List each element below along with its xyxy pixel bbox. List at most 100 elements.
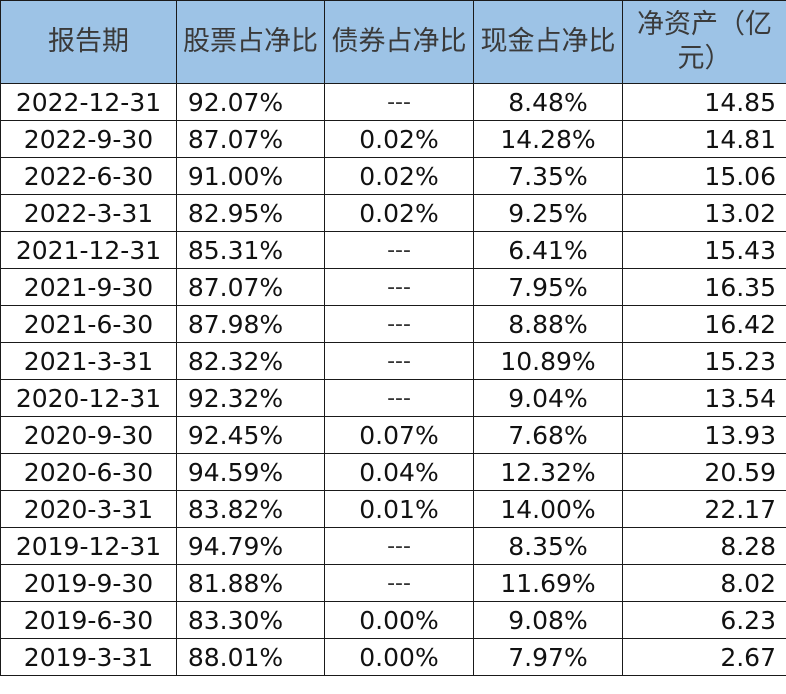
cell-net-assets: 15.06 [622, 157, 786, 195]
cell-bond-ratio: 0.02% [324, 194, 474, 232]
header-net-assets: 净资产（亿元） [622, 0, 786, 84]
cell-stock-ratio: 87.07% [176, 268, 325, 306]
cell-stock-ratio: 83.30% [176, 601, 325, 639]
table-row: 2022-9-30 87.07% 0.02% 14.28% 14.81 [0, 120, 786, 158]
cell-stock-ratio: 92.45% [176, 416, 325, 454]
cell-report-period: 2020-6-30 [0, 453, 177, 491]
table-row: 2020-6-30 94.59% 0.04% 12.32% 20.59 [0, 453, 786, 491]
table-row: 2022-6-30 91.00% 0.02% 7.35% 15.06 [0, 157, 786, 195]
cell-report-period: 2019-3-31 [0, 638, 177, 676]
cell-cash-ratio: 9.08% [473, 601, 623, 639]
table-body: 2022-12-31 92.07% --- 8.48% 14.85 2022-9-30 87… [0, 83, 786, 676]
cell-bond-ratio: 0.00% [324, 601, 474, 639]
cell-report-period: 2022-9-30 [0, 120, 177, 158]
cell-report-period: 2020-3-31 [0, 490, 177, 528]
table-row: 2020-12-31 92.32% --- 9.04% 13.54 [0, 379, 786, 417]
cell-bond-ratio: 0.04% [324, 453, 474, 491]
cell-report-period: 2019-9-30 [0, 564, 177, 602]
cell-bond-ratio: --- [324, 305, 474, 343]
cell-report-period: 2020-9-30 [0, 416, 177, 454]
cell-report-period: 2021-3-31 [0, 342, 177, 380]
cell-net-assets: 6.23 [622, 601, 786, 639]
table-row: 2022-12-31 92.07% --- 8.48% 14.85 [0, 83, 786, 121]
cell-bond-ratio: --- [324, 564, 474, 602]
cell-report-period: 2019-12-31 [0, 527, 177, 565]
table-row: 2020-9-30 92.45% 0.07% 7.68% 13.93 [0, 416, 786, 454]
cell-bond-ratio: 0.00% [324, 638, 474, 676]
cell-stock-ratio: 83.82% [176, 490, 325, 528]
cell-report-period: 2020-12-31 [0, 379, 177, 417]
header-bond-ratio: 债券占净比 [324, 0, 474, 84]
cell-cash-ratio: 14.00% [473, 490, 623, 528]
cell-net-assets: 14.81 [622, 120, 786, 158]
cell-stock-ratio: 91.00% [176, 157, 325, 195]
table-row: 2022-3-31 82.95% 0.02% 9.25% 13.02 [0, 194, 786, 232]
cell-stock-ratio: 87.07% [176, 120, 325, 158]
table-row: 2021-9-30 87.07% --- 7.95% 16.35 [0, 268, 786, 306]
asset-allocation-table: 报告期 股票占净比 债券占净比 现金占净比 净资产（亿元） 2022-12-31… [0, 0, 786, 676]
cell-bond-ratio: --- [324, 342, 474, 380]
cell-bond-ratio: --- [324, 268, 474, 306]
cell-stock-ratio: 88.01% [176, 638, 325, 676]
cell-cash-ratio: 10.89% [473, 342, 623, 380]
cell-stock-ratio: 87.98% [176, 305, 325, 343]
table-row: 2020-3-31 83.82% 0.01% 14.00% 22.17 [0, 490, 786, 528]
cell-bond-ratio: 0.02% [324, 157, 474, 195]
cell-bond-ratio: --- [324, 231, 474, 269]
cell-cash-ratio: 11.69% [473, 564, 623, 602]
cell-report-period: 2022-6-30 [0, 157, 177, 195]
header-cash-ratio: 现金占净比 [473, 0, 623, 84]
cell-stock-ratio: 85.31% [176, 231, 325, 269]
table-row: 2019-6-30 83.30% 0.00% 9.08% 6.23 [0, 601, 786, 639]
cell-cash-ratio: 8.35% [473, 527, 623, 565]
cell-bond-ratio: --- [324, 379, 474, 417]
cell-cash-ratio: 7.95% [473, 268, 623, 306]
cell-net-assets: 2.67 [622, 638, 786, 676]
cell-net-assets: 13.54 [622, 379, 786, 417]
cell-stock-ratio: 82.32% [176, 342, 325, 380]
cell-stock-ratio: 94.79% [176, 527, 325, 565]
cell-net-assets: 8.28 [622, 527, 786, 565]
cell-stock-ratio: 94.59% [176, 453, 325, 491]
cell-cash-ratio: 7.68% [473, 416, 623, 454]
header-report-period: 报告期 [0, 0, 177, 84]
cell-bond-ratio: 0.01% [324, 490, 474, 528]
cell-cash-ratio: 9.25% [473, 194, 623, 232]
header-stock-ratio: 股票占净比 [176, 0, 325, 84]
cell-cash-ratio: 8.48% [473, 83, 623, 121]
cell-net-assets: 13.93 [622, 416, 786, 454]
table-row: 2021-6-30 87.98% --- 8.88% 16.42 [0, 305, 786, 343]
cell-report-period: 2022-12-31 [0, 83, 177, 121]
cell-stock-ratio: 82.95% [176, 194, 325, 232]
cell-stock-ratio: 92.07% [176, 83, 325, 121]
cell-stock-ratio: 92.32% [176, 379, 325, 417]
cell-net-assets: 20.59 [622, 453, 786, 491]
cell-bond-ratio: --- [324, 527, 474, 565]
cell-cash-ratio: 7.97% [473, 638, 623, 676]
table-row: 2021-12-31 85.31% --- 6.41% 15.43 [0, 231, 786, 269]
table-row: 2019-3-31 88.01% 0.00% 7.97% 2.67 [0, 638, 786, 676]
cell-cash-ratio: 8.88% [473, 305, 623, 343]
cell-report-period: 2021-6-30 [0, 305, 177, 343]
cell-cash-ratio: 7.35% [473, 157, 623, 195]
cell-bond-ratio: --- [324, 83, 474, 121]
table-row: 2019-12-31 94.79% --- 8.35% 8.28 [0, 527, 786, 565]
cell-report-period: 2021-12-31 [0, 231, 177, 269]
cell-net-assets: 22.17 [622, 490, 786, 528]
cell-bond-ratio: 0.07% [324, 416, 474, 454]
table-row: 2021-3-31 82.32% --- 10.89% 15.23 [0, 342, 786, 380]
cell-net-assets: 13.02 [622, 194, 786, 232]
cell-net-assets: 16.42 [622, 305, 786, 343]
cell-cash-ratio: 6.41% [473, 231, 623, 269]
cell-report-period: 2022-3-31 [0, 194, 177, 232]
cell-cash-ratio: 12.32% [473, 453, 623, 491]
cell-net-assets: 8.02 [622, 564, 786, 602]
cell-report-period: 2021-9-30 [0, 268, 177, 306]
cell-report-period: 2019-6-30 [0, 601, 177, 639]
cell-net-assets: 15.43 [622, 231, 786, 269]
header-row: 报告期 股票占净比 债券占净比 现金占净比 净资产（亿元） [0, 0, 786, 84]
cell-cash-ratio: 9.04% [473, 379, 623, 417]
table-row: 2019-9-30 81.88% --- 11.69% 8.02 [0, 564, 786, 602]
cell-net-assets: 16.35 [622, 268, 786, 306]
